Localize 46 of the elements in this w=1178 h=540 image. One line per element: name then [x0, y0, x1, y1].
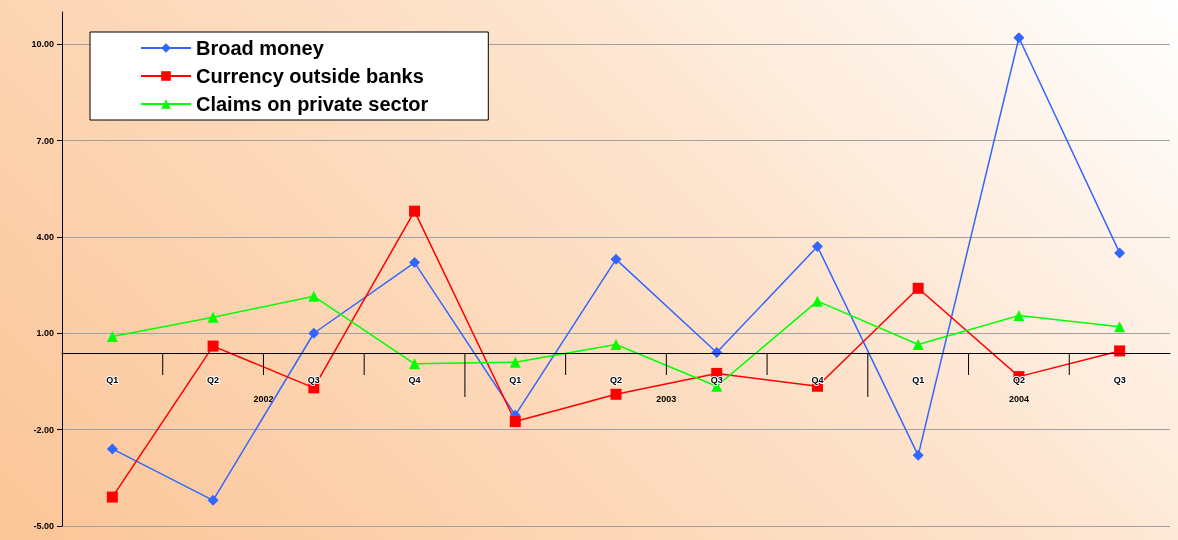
- point: [811, 295, 823, 307]
- annotation: 2004: [1008, 394, 1029, 404]
- point: [912, 282, 924, 294]
- y-tick-label: 4.00: [36, 231, 54, 242]
- point: [207, 340, 219, 352]
- x-tick-label: Q1: [106, 374, 119, 385]
- point: [409, 205, 421, 217]
- x-tick-label: Q3: [1113, 374, 1126, 385]
- y-tick-label: -2.00: [33, 424, 54, 435]
- y-tick-label: 1.00: [36, 328, 54, 339]
- annotation: 2002: [253, 394, 274, 404]
- x-tick-label: Q2: [609, 374, 623, 385]
- x-tick-label: Q1: [912, 374, 925, 385]
- point: [1114, 247, 1126, 259]
- point: [610, 338, 622, 350]
- x-tick-label: Q4: [408, 374, 421, 385]
- point: [509, 356, 521, 368]
- legend-label: Claims on private sector: [196, 93, 429, 115]
- point: [1013, 32, 1025, 44]
- legend-label: Broad money: [196, 37, 325, 59]
- y-tick-label: 10.00: [31, 39, 54, 50]
- point: [106, 330, 118, 342]
- point: [106, 491, 118, 503]
- point: [106, 443, 118, 455]
- legend-label: Currency outside banks: [196, 65, 424, 87]
- point: [1114, 345, 1126, 357]
- point: [207, 494, 219, 506]
- point: [610, 253, 622, 265]
- annotation: 2003: [656, 394, 677, 404]
- point: [409, 358, 421, 370]
- point: [207, 311, 219, 323]
- point: [308, 290, 320, 302]
- point: [509, 416, 521, 428]
- point: [912, 449, 924, 461]
- point: [610, 388, 622, 400]
- y-tick-label: 7.00: [36, 135, 54, 146]
- y-tick-label: -5.00: [33, 521, 54, 531]
- point: [409, 257, 421, 269]
- x-tick-label: Q2: [1012, 374, 1025, 385]
- point: [912, 338, 924, 350]
- x-tick-label: Q1: [509, 374, 522, 385]
- point: [1013, 310, 1025, 322]
- point: [308, 327, 320, 339]
- point: [811, 241, 823, 253]
- point: [1114, 321, 1126, 333]
- x-tick-label: Q2: [207, 374, 220, 385]
